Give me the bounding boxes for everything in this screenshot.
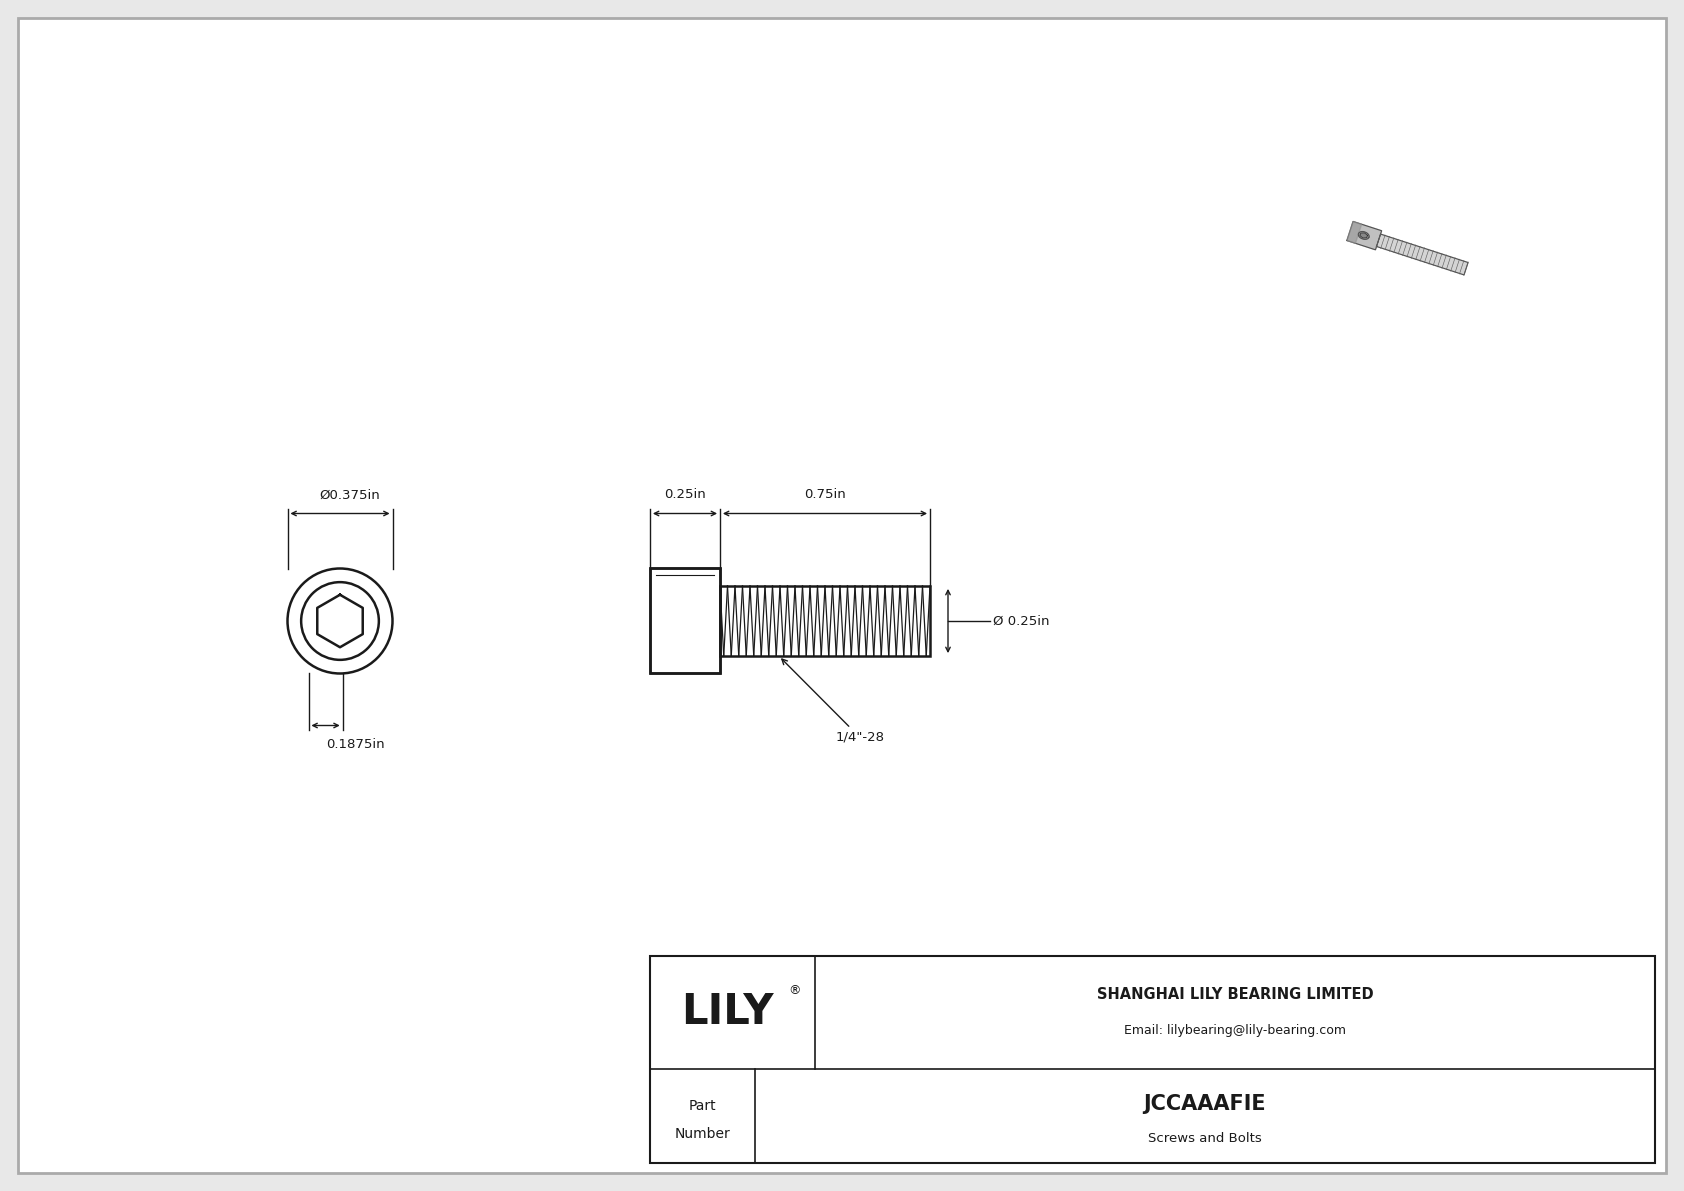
Text: 0.25in: 0.25in bbox=[663, 487, 706, 500]
Text: 0.75in: 0.75in bbox=[805, 487, 845, 500]
Bar bbox=[721, 586, 930, 656]
Bar bbox=[650, 568, 721, 673]
Text: ®: ® bbox=[788, 984, 802, 997]
Bar bbox=[650, 568, 721, 673]
Text: Part: Part bbox=[689, 1099, 716, 1114]
Text: Email: lilybearing@lily-bearing.com: Email: lilybearing@lily-bearing.com bbox=[1123, 1024, 1346, 1037]
Text: JCCAAAFIE: JCCAAAFIE bbox=[1143, 1095, 1266, 1114]
Polygon shape bbox=[1359, 231, 1369, 239]
Text: Ø0.375in: Ø0.375in bbox=[320, 488, 381, 501]
Polygon shape bbox=[1347, 222, 1381, 250]
Text: LILY: LILY bbox=[682, 991, 773, 1034]
Text: Ø 0.25in: Ø 0.25in bbox=[994, 615, 1049, 628]
Text: Number: Number bbox=[675, 1127, 731, 1141]
Bar bbox=[650, 956, 1655, 1162]
Bar bbox=[721, 586, 930, 656]
Polygon shape bbox=[1347, 222, 1362, 243]
Text: SHANGHAI LILY BEARING LIMITED: SHANGHAI LILY BEARING LIMITED bbox=[1096, 987, 1374, 1002]
Text: Screws and Bolts: Screws and Bolts bbox=[1148, 1131, 1261, 1145]
Text: 1/4"-28: 1/4"-28 bbox=[781, 659, 884, 744]
Text: 0.1875in: 0.1875in bbox=[327, 738, 386, 752]
Polygon shape bbox=[1376, 235, 1468, 275]
